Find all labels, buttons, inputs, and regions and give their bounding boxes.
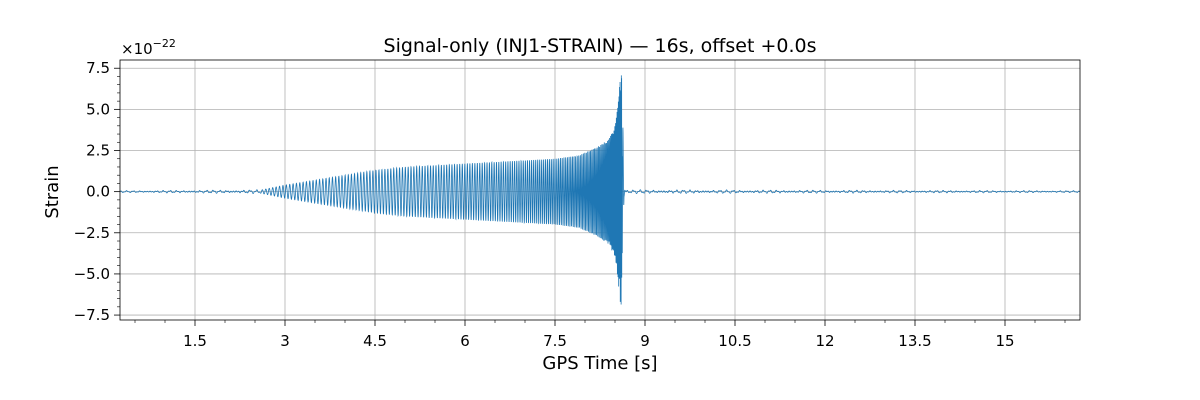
x-tick-label: 4.5 (363, 332, 387, 350)
y-tick-label: 0.0 (86, 183, 110, 201)
x-tick-label: 3 (280, 332, 290, 350)
y-tick-label: −5.0 (74, 265, 110, 283)
strain-series-line (119, 75, 1081, 305)
x-axis-label: GPS Time [s] (542, 353, 657, 374)
x-tick-label: 10.5 (718, 332, 751, 350)
y-axis-multiplier: ×10−22 (121, 37, 176, 58)
y-multiplier-base: ×10 (121, 40, 153, 58)
chart-title: Signal-only (INJ1-STRAIN) — 16s, offset … (384, 35, 817, 57)
y-tick-label: 7.5 (86, 59, 110, 77)
y-tick-label: −2.5 (74, 224, 110, 242)
x-tick-label: 7.5 (543, 332, 567, 350)
y-axis-label: Strain (42, 165, 63, 218)
x-tick-label: 6 (460, 332, 470, 350)
x-tick-label: 15 (995, 332, 1014, 350)
x-tick-label: 1.5 (183, 332, 207, 350)
y-tick-label: 2.5 (86, 142, 110, 160)
x-tick-label: 12 (815, 332, 834, 350)
y-tick-label: 5.0 (86, 100, 110, 118)
y-tick-label: −7.5 (74, 306, 110, 324)
y-multiplier-exponent: −22 (153, 37, 176, 50)
x-tick-label: 9 (640, 332, 650, 350)
plot-area (119, 75, 1081, 305)
x-axis: 1.5 3 4.5 6 7.5 9 10.5 12 13.5 15 (134, 320, 1066, 350)
y-axis: −7.5 −5.0 −2.5 0.0 2.5 5.0 7.5 (74, 59, 120, 324)
plot-frame (119, 59, 1081, 321)
x-tick-label: 13.5 (898, 332, 931, 350)
